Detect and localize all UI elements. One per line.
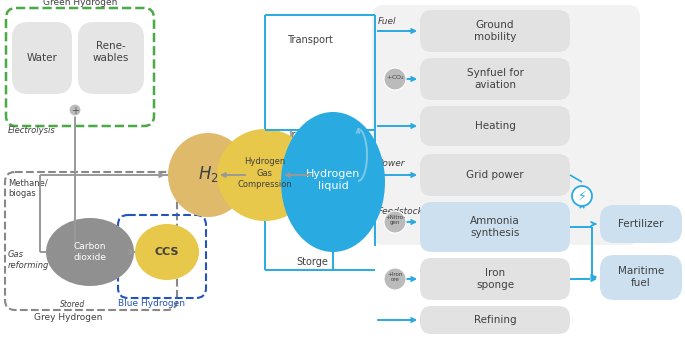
Text: Transport: Transport xyxy=(287,130,333,140)
Text: Transport: Transport xyxy=(287,35,333,45)
Text: Green Hydrogen: Green Hydrogen xyxy=(42,0,117,7)
Circle shape xyxy=(384,68,406,90)
Text: Synfuel for
aviation: Synfuel for aviation xyxy=(466,68,523,90)
Circle shape xyxy=(572,186,592,206)
Circle shape xyxy=(69,104,81,116)
Text: +CO$_2$: +CO$_2$ xyxy=(386,73,404,82)
Text: Water: Water xyxy=(27,53,58,63)
Text: +Iron
ore: +Iron ore xyxy=(387,272,403,282)
FancyBboxPatch shape xyxy=(372,5,640,245)
Text: Ground
mobility: Ground mobility xyxy=(474,20,516,42)
FancyBboxPatch shape xyxy=(420,258,570,300)
Text: Iron
sponge: Iron sponge xyxy=(476,268,514,290)
FancyBboxPatch shape xyxy=(420,154,570,196)
Text: Fuel: Fuel xyxy=(378,18,397,27)
Text: Power: Power xyxy=(378,158,406,167)
Text: Ammonia
synthesis: Ammonia synthesis xyxy=(470,216,520,238)
FancyBboxPatch shape xyxy=(420,306,570,334)
FancyBboxPatch shape xyxy=(420,106,570,146)
Text: Grey Hydrogen: Grey Hydrogen xyxy=(34,313,102,322)
Text: Gas
reforming: Gas reforming xyxy=(8,250,49,270)
Circle shape xyxy=(384,268,406,290)
FancyBboxPatch shape xyxy=(12,22,72,94)
FancyBboxPatch shape xyxy=(420,58,570,100)
Text: Carbon
dioxide: Carbon dioxide xyxy=(73,242,106,262)
FancyBboxPatch shape xyxy=(420,202,570,252)
Ellipse shape xyxy=(168,133,248,217)
Circle shape xyxy=(384,211,406,233)
Text: Stored: Stored xyxy=(60,300,85,309)
Text: +: + xyxy=(71,105,79,116)
Text: Hydrogen
liquid: Hydrogen liquid xyxy=(306,169,360,191)
Text: Feedstock: Feedstock xyxy=(378,208,424,216)
FancyBboxPatch shape xyxy=(420,10,570,52)
Text: Fertilizer: Fertilizer xyxy=(619,219,664,229)
Text: Rene-
wables: Rene- wables xyxy=(92,41,129,63)
Ellipse shape xyxy=(135,224,199,280)
Text: Hydrogen
Gas
Compression: Hydrogen Gas Compression xyxy=(238,157,292,189)
Text: +Nitro-
gen: +Nitro- gen xyxy=(385,215,405,225)
Ellipse shape xyxy=(281,112,385,252)
Text: Grid power: Grid power xyxy=(466,170,524,180)
Text: Blue Hydrogen: Blue Hydrogen xyxy=(118,299,185,308)
Text: Refining: Refining xyxy=(474,315,516,325)
Text: Electrolysis: Electrolysis xyxy=(8,126,55,135)
Text: Storge: Storge xyxy=(296,257,328,267)
Ellipse shape xyxy=(217,129,313,221)
Text: CCS: CCS xyxy=(155,247,179,257)
Ellipse shape xyxy=(46,218,134,286)
Text: Heating: Heating xyxy=(475,121,515,131)
FancyBboxPatch shape xyxy=(600,255,682,300)
FancyBboxPatch shape xyxy=(600,205,682,243)
Text: Methane/
biogas: Methane/ biogas xyxy=(8,178,48,198)
Text: ⚡: ⚡ xyxy=(577,189,586,203)
Text: $H_2$: $H_2$ xyxy=(198,164,219,184)
Text: Maritime
fuel: Maritime fuel xyxy=(618,266,664,288)
FancyBboxPatch shape xyxy=(78,22,144,94)
